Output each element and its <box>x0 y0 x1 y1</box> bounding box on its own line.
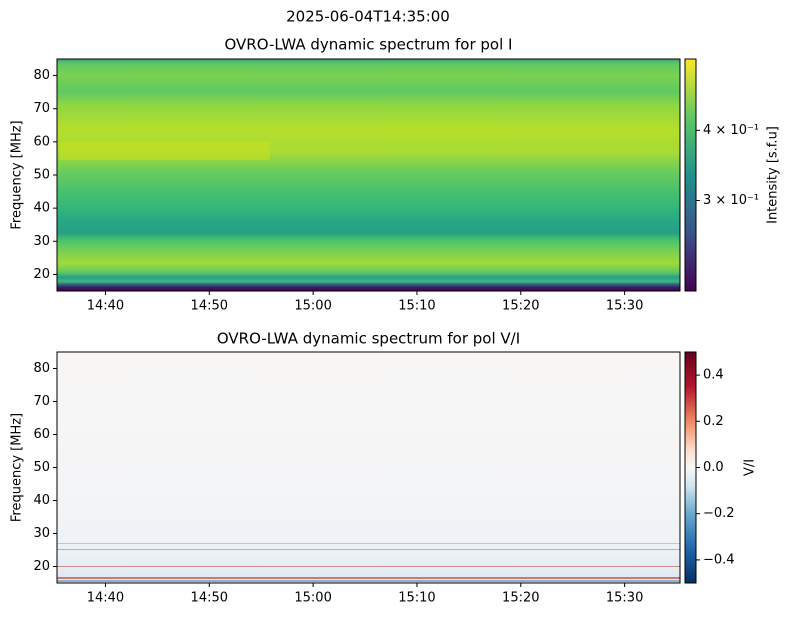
colorbar-tick-label: 0.4 <box>703 368 724 383</box>
y-tick-label: 70 <box>33 394 50 409</box>
y-tick-label: 40 <box>33 201 50 216</box>
y-tick-label: 50 <box>33 168 50 183</box>
chart-title: OVRO-LWA dynamic spectrum for pol I <box>225 36 513 54</box>
y-tick-label: 30 <box>33 526 50 541</box>
y-tick-label: 60 <box>33 134 50 149</box>
colorbar <box>684 351 697 584</box>
y-tick-label: 20 <box>33 267 50 282</box>
colorbar-label: Intensity [s.f.u] <box>766 126 781 224</box>
colorbar-label: V/I <box>743 459 758 476</box>
colorbar-tick-label: 4 × 10⁻¹ <box>703 123 759 138</box>
y-tick-label: 50 <box>33 460 50 475</box>
x-tick-label: 14:40 <box>87 591 124 606</box>
y-tick-label: 40 <box>33 493 50 508</box>
x-tick-label: 15:00 <box>294 299 331 314</box>
x-tick-label: 15:30 <box>606 591 643 606</box>
x-tick-label: 15:10 <box>398 591 435 606</box>
colorbar-tick-label: 0.2 <box>703 414 724 429</box>
y-tick-label: 80 <box>33 68 50 83</box>
y-tick-label: 80 <box>33 361 50 376</box>
colorbar-tick-label: 0.0 <box>703 460 724 475</box>
x-tick-label: 15:00 <box>294 591 331 606</box>
x-tick-label: 15:30 <box>606 299 643 314</box>
y-tick-label: 60 <box>33 427 50 442</box>
x-tick-label: 15:20 <box>502 299 539 314</box>
colorbar-tick-label: −0.4 <box>703 552 735 567</box>
x-tick-label: 14:50 <box>191 591 228 606</box>
y-tick-label: 30 <box>33 234 50 249</box>
colorbar <box>684 58 697 292</box>
x-tick-label: 15:10 <box>398 299 435 314</box>
x-tick-label: 15:20 <box>502 591 539 606</box>
spectrum-image <box>57 59 680 583</box>
x-tick-label: 14:40 <box>87 299 124 314</box>
x-tick-label: 14:50 <box>191 299 228 314</box>
y-axis-label: Frequency [MHz] <box>10 413 25 522</box>
y-tick-label: 20 <box>33 559 50 574</box>
colorbar-tick-label: −0.2 <box>703 506 735 521</box>
y-axis-label: Frequency [MHz] <box>10 120 25 229</box>
colorbar-tick-label: 3 × 10⁻¹ <box>703 193 759 208</box>
figure-title: 2025-06-04T14:35:00 <box>286 8 450 26</box>
chart-title: OVRO-LWA dynamic spectrum for pol V/I <box>217 330 520 348</box>
y-tick-label: 70 <box>33 101 50 116</box>
